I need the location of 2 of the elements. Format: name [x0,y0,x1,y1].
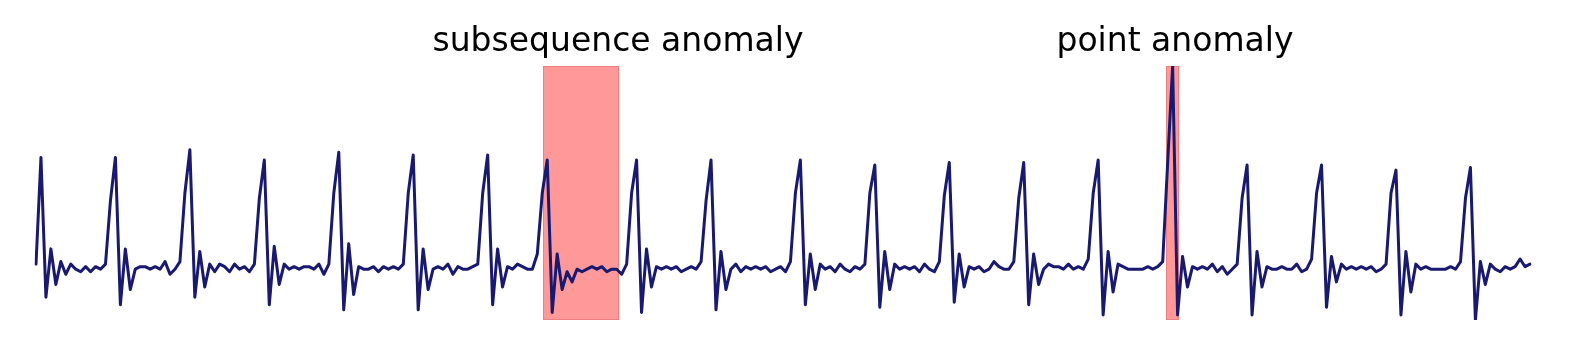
text: subsequence anomaly [431,20,805,59]
text: point anomaly [1055,20,1295,59]
